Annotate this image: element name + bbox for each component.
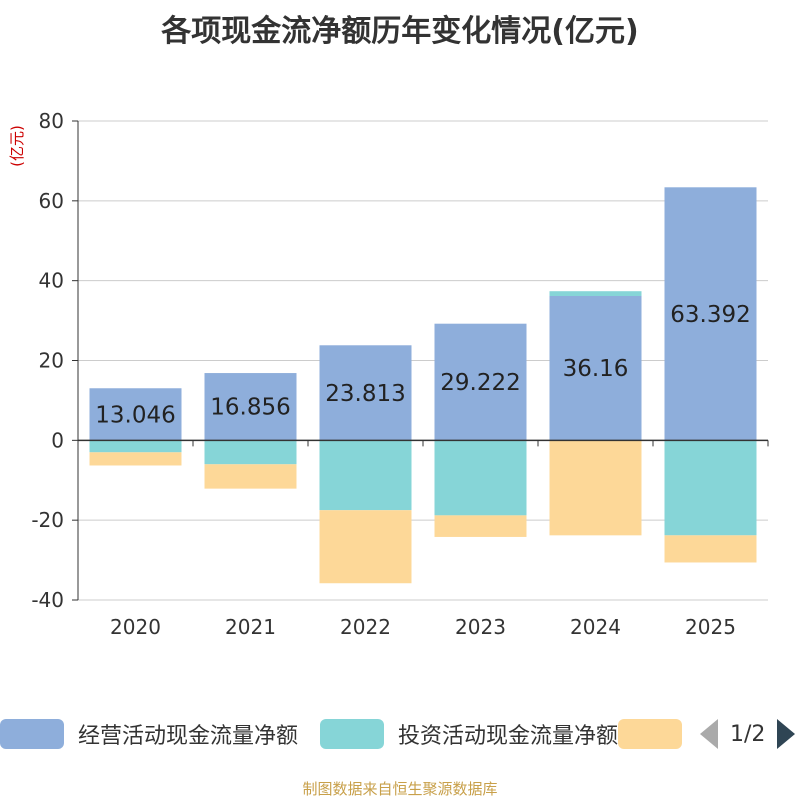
bar-2022-series-1 (319, 440, 412, 511)
axis-layer: 80 60 40 20 0 -20 -40 2020 2021 2022 2023 2024 2025 (31, 109, 769, 639)
bar-2022-series-2 (319, 510, 412, 584)
y-tick-label: 20 (39, 349, 64, 373)
data-label-2025: 63.392 (670, 302, 750, 328)
x-tick-label-2022: 2022 (340, 615, 391, 639)
bar-2024-series-0 (549, 295, 642, 441)
x-tick-label-2020: 2020 (110, 615, 161, 639)
bar-2025-series-0 (664, 187, 757, 441)
legend-label-investing: 投资活动现金流量净额 (398, 724, 619, 749)
bar-2023-series-0 (434, 323, 527, 441)
legend-label-operating: 经营活动现金流量净额 (78, 724, 299, 749)
bar-2021-series-0 (204, 373, 297, 441)
data-source-note: 制图数据来自恒生聚源数据库 (302, 780, 498, 798)
x-tick-label-2023: 2023 (455, 615, 506, 639)
x-tick-label-2024: 2024 (570, 615, 621, 639)
legend-prev-icon[interactable] (700, 719, 718, 749)
x-tick-label-2021: 2021 (225, 615, 276, 639)
bar-2023-series-2 (434, 515, 527, 537)
bar-2024-series-2 (549, 440, 642, 536)
bar-2025-series-2 (664, 535, 757, 563)
data-label-2023: 29.222 (440, 370, 520, 396)
bar-2025-series-1 (664, 440, 757, 536)
y-tick-label: -20 (31, 508, 64, 532)
bar-2021-series-2 (204, 464, 297, 489)
bar-2024-series-1 (549, 291, 642, 296)
label-layer: 13.046 16.856 23.813 29.222 36.16 63.392 (95, 302, 750, 428)
y-tick-label: 0 (51, 428, 64, 452)
legend-item-financing[interactable] (618, 712, 682, 756)
y-tick-label: 80 (39, 109, 64, 133)
data-label-2021: 16.856 (210, 395, 290, 421)
y-tick-label: 60 (39, 189, 64, 213)
data-label-2022: 23.813 (325, 381, 405, 407)
legend-next-icon[interactable] (777, 719, 796, 749)
grid-layer (78, 120, 768, 601)
data-label-2020: 13.046 (95, 402, 175, 428)
y-tick-label: 40 (39, 269, 64, 293)
x-tick-label-2025: 2025 (685, 615, 736, 639)
bar-2020-series-2 (89, 452, 182, 466)
data-label-2024: 36.16 (563, 356, 629, 382)
legend-swatch-investing (320, 719, 384, 749)
legend-swatch-operating (0, 719, 64, 749)
bar-layer (89, 187, 757, 584)
y-tick-label: -40 (31, 588, 64, 612)
bar-2021-series-1 (204, 440, 297, 465)
y-axis-label: (亿元) (8, 125, 26, 167)
legend-item-investing[interactable]: 投资活动现金流量净额 (320, 712, 618, 756)
legend-pager: 1/2 (700, 712, 796, 756)
bar-2020-series-0 (89, 388, 182, 441)
bar-2023-series-1 (434, 440, 527, 516)
legend-item-operating[interactable]: 经营活动现金流量净额 (0, 712, 298, 756)
bar-2020-series-1 (89, 440, 182, 453)
legend-page-indicator: 1/2 (730, 721, 766, 747)
bar-2022-series-0 (319, 345, 412, 441)
chart-title: 各项现金流净额历年变化情况(亿元) (161, 14, 639, 49)
legend-swatch-financing (618, 719, 682, 749)
legend: 经营活动现金流量净额 投资活动现金流量净额 1/2 (0, 712, 800, 756)
